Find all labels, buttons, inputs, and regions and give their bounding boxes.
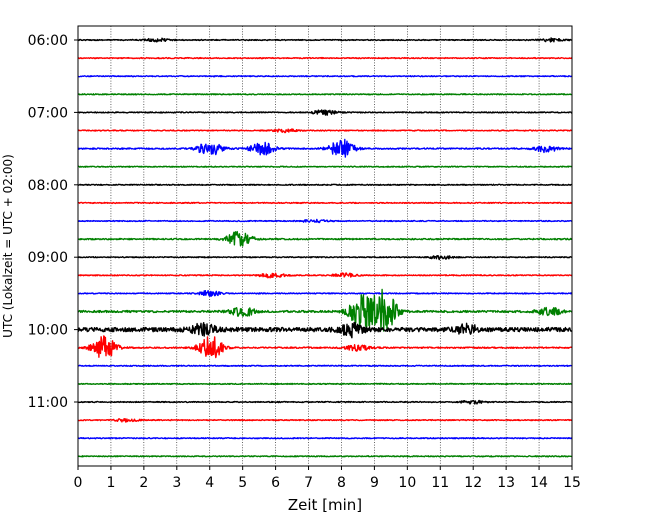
y-tick-label: 08:00 [28,178,68,194]
seismic-trace [77,455,573,458]
seismic-trace [77,165,573,168]
seismic-trace [77,201,573,205]
y-tick-label: 07:00 [28,105,68,121]
seismic-trace [77,399,573,405]
x-tick-label: 5 [238,475,247,491]
y-tick-label: 06:00 [28,33,68,49]
x-tick-label: 12 [464,475,482,491]
y-tick-label: 09:00 [28,250,68,266]
x-axis-label: Zeit [min] [288,496,362,514]
seismic-trace [77,288,573,332]
x-tick-label: 6 [271,475,280,491]
x-tick-label: 2 [139,475,148,491]
x-tick-label: 14 [530,475,548,491]
seismic-trace [77,418,573,423]
seismic-trace [77,56,573,60]
y-tick-label: 11:00 [28,395,68,411]
seismic-trace [77,382,573,386]
y-axis: 06:00 07:00 08:00 09:00 10:00 11:00 [28,33,78,411]
seismic-trace [77,254,573,261]
x-tick-label: 4 [205,475,214,491]
seismic-trace [77,272,573,279]
grid-lines [110,26,540,466]
seismic-trace [77,230,573,247]
x-tick-label: 15 [563,475,581,491]
x-tick-label: 9 [370,475,379,491]
x-tick-label: 7 [304,475,313,491]
seismic-trace [77,128,573,134]
seismic-trace [77,93,573,96]
trace-group [77,37,573,458]
plot-frame [77,25,573,467]
seismic-trace [77,290,573,297]
x-tick-label: 11 [431,475,449,491]
x-tick-label: 13 [497,475,515,491]
seismic-trace [77,322,573,339]
seismic-trace [77,183,573,187]
x-tick-label: 3 [172,475,181,491]
x-tick-label: 10 [398,475,416,491]
seismic-trace [77,335,573,359]
x-axis: 0 1 2 3 4 5 6 7 8 9 10 11 12 13 14 15 [74,466,581,491]
x-tick-label: 1 [106,475,115,491]
seismic-trace [77,74,573,78]
y-axis-label: UTC (Lokalzeit = UTC + 02:00) [1,154,15,338]
seismic-trace [77,364,573,367]
x-tick-label: 0 [74,475,83,491]
seismic-trace [77,437,573,440]
seismic-trace [77,37,573,43]
seismic-trace [77,138,573,158]
x-tick-label: 8 [337,475,346,491]
seismic-trace [77,218,573,224]
seismic-trace [77,109,573,116]
y-tick-label: 10:00 [28,323,68,339]
